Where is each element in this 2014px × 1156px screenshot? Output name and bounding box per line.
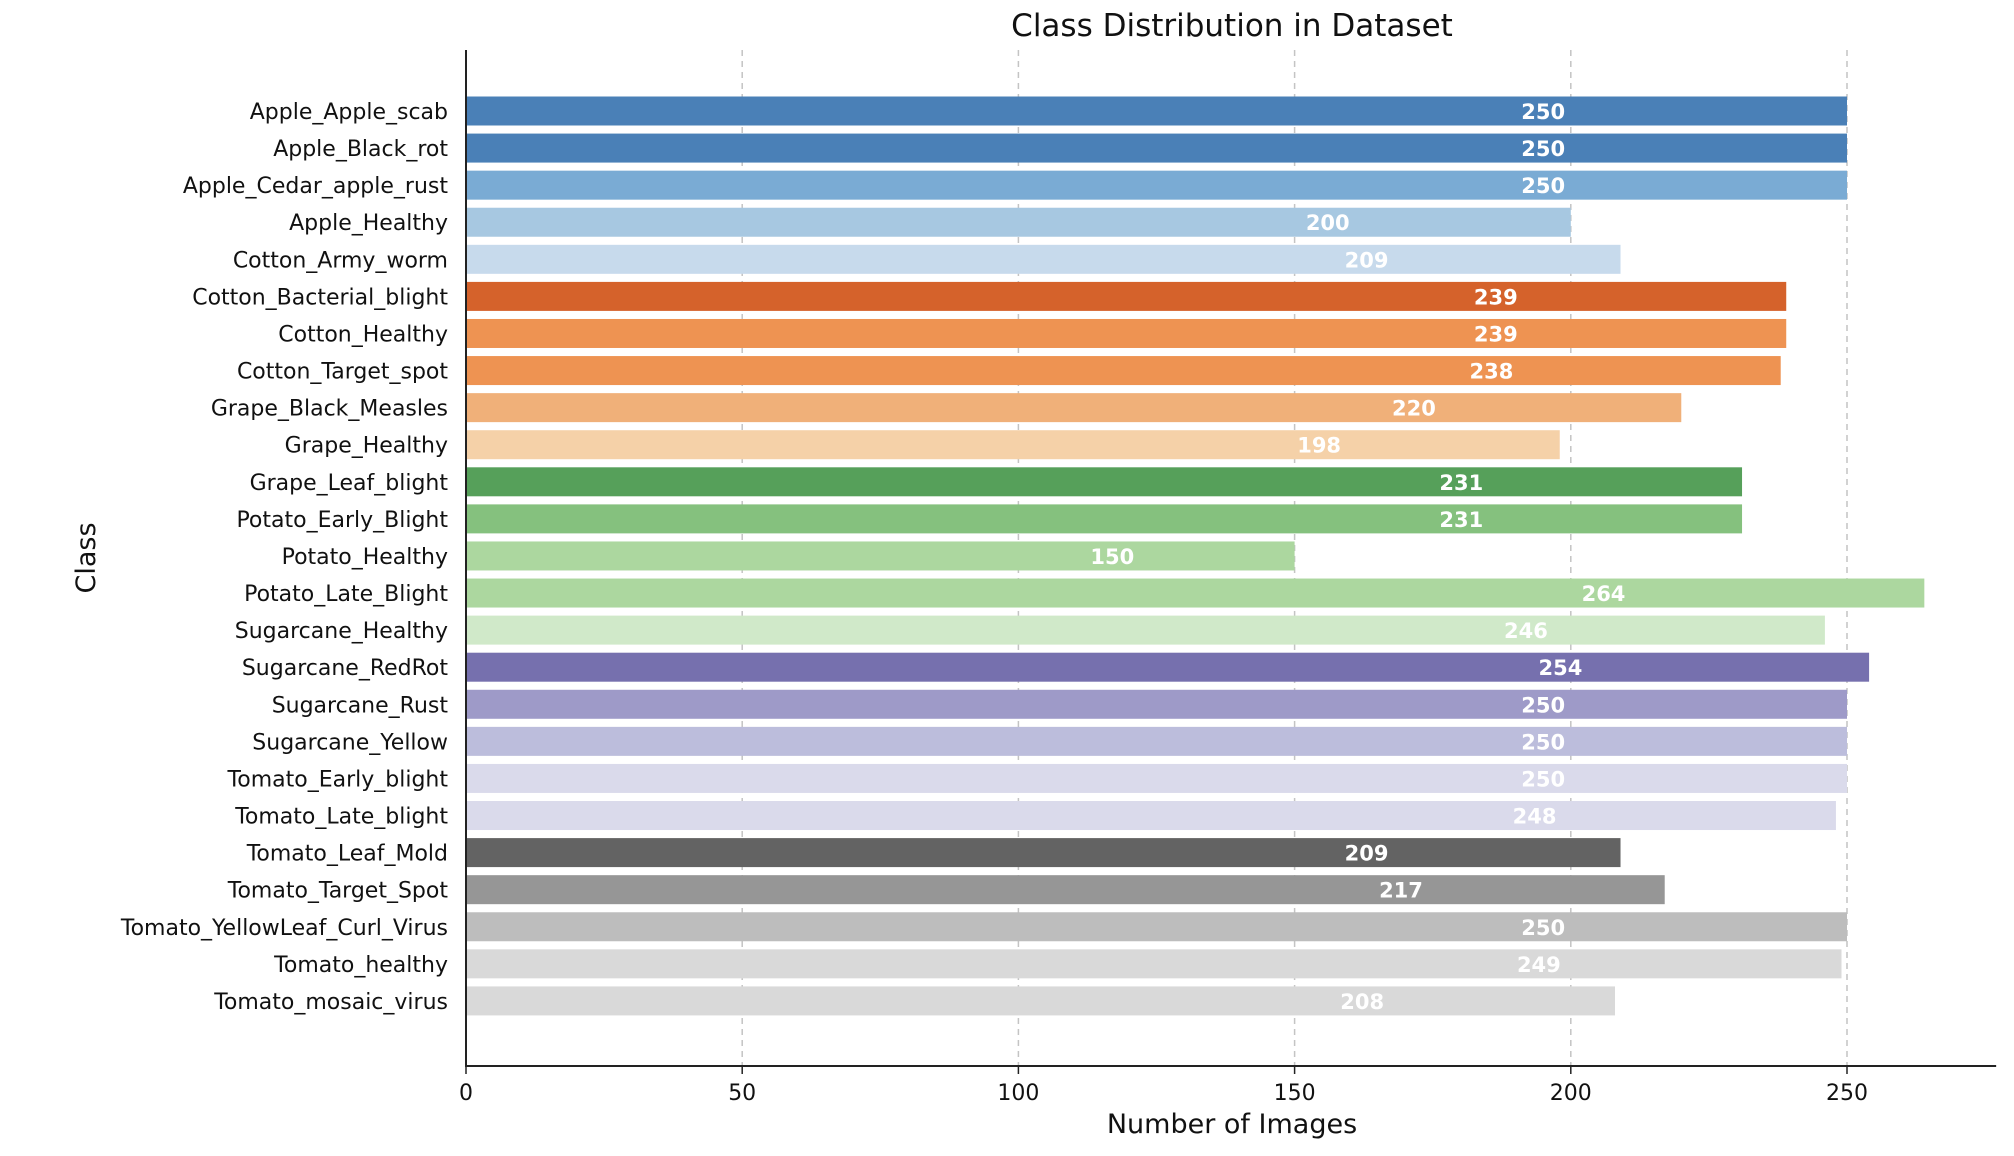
category-label-Potato_Healthy: Potato_Healthy bbox=[282, 545, 448, 570]
bar-value-label-Potato_Healthy: 150 bbox=[1090, 545, 1134, 569]
bar-Grape_Black_Measles bbox=[466, 393, 1682, 423]
bar-Tomato_Target_Spot bbox=[466, 875, 1665, 905]
bar-value-label-Cotton_Army_worm: 209 bbox=[1345, 248, 1389, 272]
bar-value-label-Tomato_Leaf_Mold: 209 bbox=[1345, 842, 1389, 866]
bar-Apple_Cedar_apple_rust bbox=[466, 170, 1847, 200]
category-label-Apple_Healthy: Apple_Healthy bbox=[289, 211, 448, 236]
bar-Cotton_Healthy bbox=[466, 318, 1787, 348]
x-tick-label-100: 100 bbox=[997, 1081, 1039, 1106]
bar-Apple_Healthy bbox=[466, 207, 1571, 237]
bar-Grape_Healthy bbox=[466, 430, 1560, 460]
category-label-Tomato_Leaf_Mold: Tomato_Leaf_Mold bbox=[246, 842, 448, 867]
bar-value-label-Cotton_Target_spot: 238 bbox=[1470, 360, 1514, 384]
bar-value-label-Cotton_Healthy: 239 bbox=[1474, 322, 1518, 346]
bar-Tomato_healthy bbox=[466, 949, 1842, 979]
bar-Tomato_Late_blight bbox=[466, 801, 1836, 831]
bar-value-label-Grape_Healthy: 198 bbox=[1297, 434, 1341, 458]
x-tick-label-150: 150 bbox=[1274, 1081, 1316, 1106]
category-label-Tomato_healthy: Tomato_healthy bbox=[273, 953, 448, 978]
bar-value-label-Tomato_Early_blight: 250 bbox=[1521, 767, 1565, 791]
bar-value-label-Tomato_mosaic_virus: 208 bbox=[1340, 990, 1384, 1014]
bar-value-label-Cotton_Bacterial_blight: 239 bbox=[1474, 285, 1518, 309]
bar-Tomato_Leaf_Mold bbox=[466, 838, 1621, 868]
bar-value-label-Apple_Healthy: 200 bbox=[1306, 211, 1350, 235]
category-label-Grape_Leaf_blight: Grape_Leaf_blight bbox=[250, 471, 449, 496]
category-label-Grape_Black_Measles: Grape_Black_Measles bbox=[211, 397, 448, 422]
category-label-Apple_Cedar_apple_rust: Apple_Cedar_apple_rust bbox=[183, 174, 449, 199]
bar-Apple_Black_rot bbox=[466, 133, 1847, 163]
bar-Sugarcane_RedRot bbox=[466, 652, 1870, 682]
category-label-Sugarcane_RedRot: Sugarcane_RedRot bbox=[242, 656, 449, 681]
bars bbox=[466, 96, 1925, 1016]
category-label-Potato_Early_Blight: Potato_Early_Blight bbox=[236, 508, 448, 533]
category-label-Apple_Apple_scab: Apple_Apple_scab bbox=[250, 100, 448, 125]
bar-value-label-Tomato_healthy: 249 bbox=[1517, 953, 1561, 977]
bar-Tomato_mosaic_virus bbox=[466, 986, 1615, 1016]
x-tick-label-50: 50 bbox=[728, 1081, 756, 1106]
axes bbox=[465, 50, 1997, 1067]
bar-value-label-Grape_Leaf_blight: 231 bbox=[1439, 471, 1483, 495]
bar-value-labels: 250 250 250 200 209 239 239 238 220 198 231 231 150 2… bbox=[1090, 100, 1625, 1014]
category-label-Apple_Black_rot: Apple_Black_rot bbox=[273, 137, 448, 162]
bar-value-label-Apple_Black_rot: 250 bbox=[1521, 137, 1565, 161]
bar-Sugarcane_Rust bbox=[466, 689, 1847, 719]
bar-value-label-Apple_Apple_scab: 250 bbox=[1521, 100, 1565, 124]
bar-Grape_Leaf_blight bbox=[466, 467, 1743, 497]
bar-value-label-Grape_Black_Measles: 220 bbox=[1392, 397, 1436, 421]
category-label-Cotton_Healthy: Cotton_Healthy bbox=[278, 322, 448, 347]
category-tick-labels: Apple_Apple_scab Apple_Black_rot Apple_Ced… bbox=[120, 100, 448, 1015]
bar-Potato_Early_Blight bbox=[466, 504, 1743, 534]
y-axis-label: Class bbox=[71, 522, 102, 593]
x-tick-labels: 0 50 100 150 200 250 bbox=[459, 1066, 1868, 1106]
category-label-Cotton_Bacterial_blight: Cotton_Bacterial_blight bbox=[192, 285, 448, 310]
category-label-Sugarcane_Healthy: Sugarcane_Healthy bbox=[235, 619, 448, 644]
bar-Sugarcane_Healthy bbox=[466, 615, 1825, 645]
bar-Potato_Late_Blight bbox=[466, 578, 1925, 608]
bar-Sugarcane_Yellow bbox=[466, 726, 1847, 756]
bar-value-label-Potato_Late_Blight: 264 bbox=[1582, 582, 1626, 606]
category-label-Tomato_Early_blight: Tomato_Early_blight bbox=[227, 767, 449, 792]
category-label-Grape_Healthy: Grape_Healthy bbox=[285, 434, 448, 459]
bar-Apple_Apple_scab bbox=[466, 96, 1847, 126]
bar-Cotton_Army_worm bbox=[466, 244, 1621, 274]
bar-value-label-Tomato_Late_blight: 248 bbox=[1513, 805, 1557, 829]
bar-value-label-Sugarcane_Healthy: 246 bbox=[1504, 619, 1548, 643]
bar-value-label-Potato_Early_Blight: 231 bbox=[1439, 508, 1483, 532]
bar-value-label-Sugarcane_Yellow: 250 bbox=[1521, 730, 1565, 754]
category-label-Tomato_mosaic_virus: Tomato_mosaic_virus bbox=[213, 990, 448, 1015]
bar-value-label-Tomato_YellowLeaf_Curl_Virus: 250 bbox=[1521, 916, 1565, 940]
x-tick-label-200: 200 bbox=[1550, 1081, 1592, 1106]
category-label-Sugarcane_Rust: Sugarcane_Rust bbox=[272, 693, 449, 718]
bar-Tomato_YellowLeaf_Curl_Virus bbox=[466, 912, 1847, 942]
bar-value-label-Tomato_Target_Spot: 217 bbox=[1379, 879, 1423, 903]
bar-value-label-Apple_Cedar_apple_rust: 250 bbox=[1521, 174, 1565, 198]
x-axis-label: Number of Images bbox=[1107, 1109, 1357, 1140]
bar-value-label-Sugarcane_RedRot: 254 bbox=[1538, 656, 1582, 680]
category-label-Tomato_Target_Spot: Tomato_Target_Spot bbox=[227, 879, 449, 904]
x-tick-label-250: 250 bbox=[1826, 1081, 1868, 1106]
category-label-Sugarcane_Yellow: Sugarcane_Yellow bbox=[252, 730, 448, 755]
category-label-Tomato_Late_blight: Tomato_Late_blight bbox=[234, 805, 448, 830]
x-tick-label-0: 0 bbox=[459, 1081, 473, 1106]
bar-value-label-Sugarcane_Rust: 250 bbox=[1521, 693, 1565, 717]
bar-Tomato_Early_blight bbox=[466, 763, 1847, 793]
bar-Cotton_Bacterial_blight bbox=[466, 281, 1787, 311]
bar-Potato_Healthy bbox=[466, 541, 1295, 571]
category-label-Potato_Late_Blight: Potato_Late_Blight bbox=[244, 582, 448, 607]
category-label-Cotton_Target_spot: Cotton_Target_spot bbox=[237, 360, 448, 385]
bar-Cotton_Target_spot bbox=[466, 356, 1781, 386]
category-label-Cotton_Army_worm: Cotton_Army_worm bbox=[233, 248, 448, 273]
category-label-Tomato_YellowLeaf_Curl_Virus: Tomato_YellowLeaf_Curl_Virus bbox=[120, 916, 448, 941]
chart-title: Class Distribution in Dataset bbox=[1011, 8, 1453, 44]
